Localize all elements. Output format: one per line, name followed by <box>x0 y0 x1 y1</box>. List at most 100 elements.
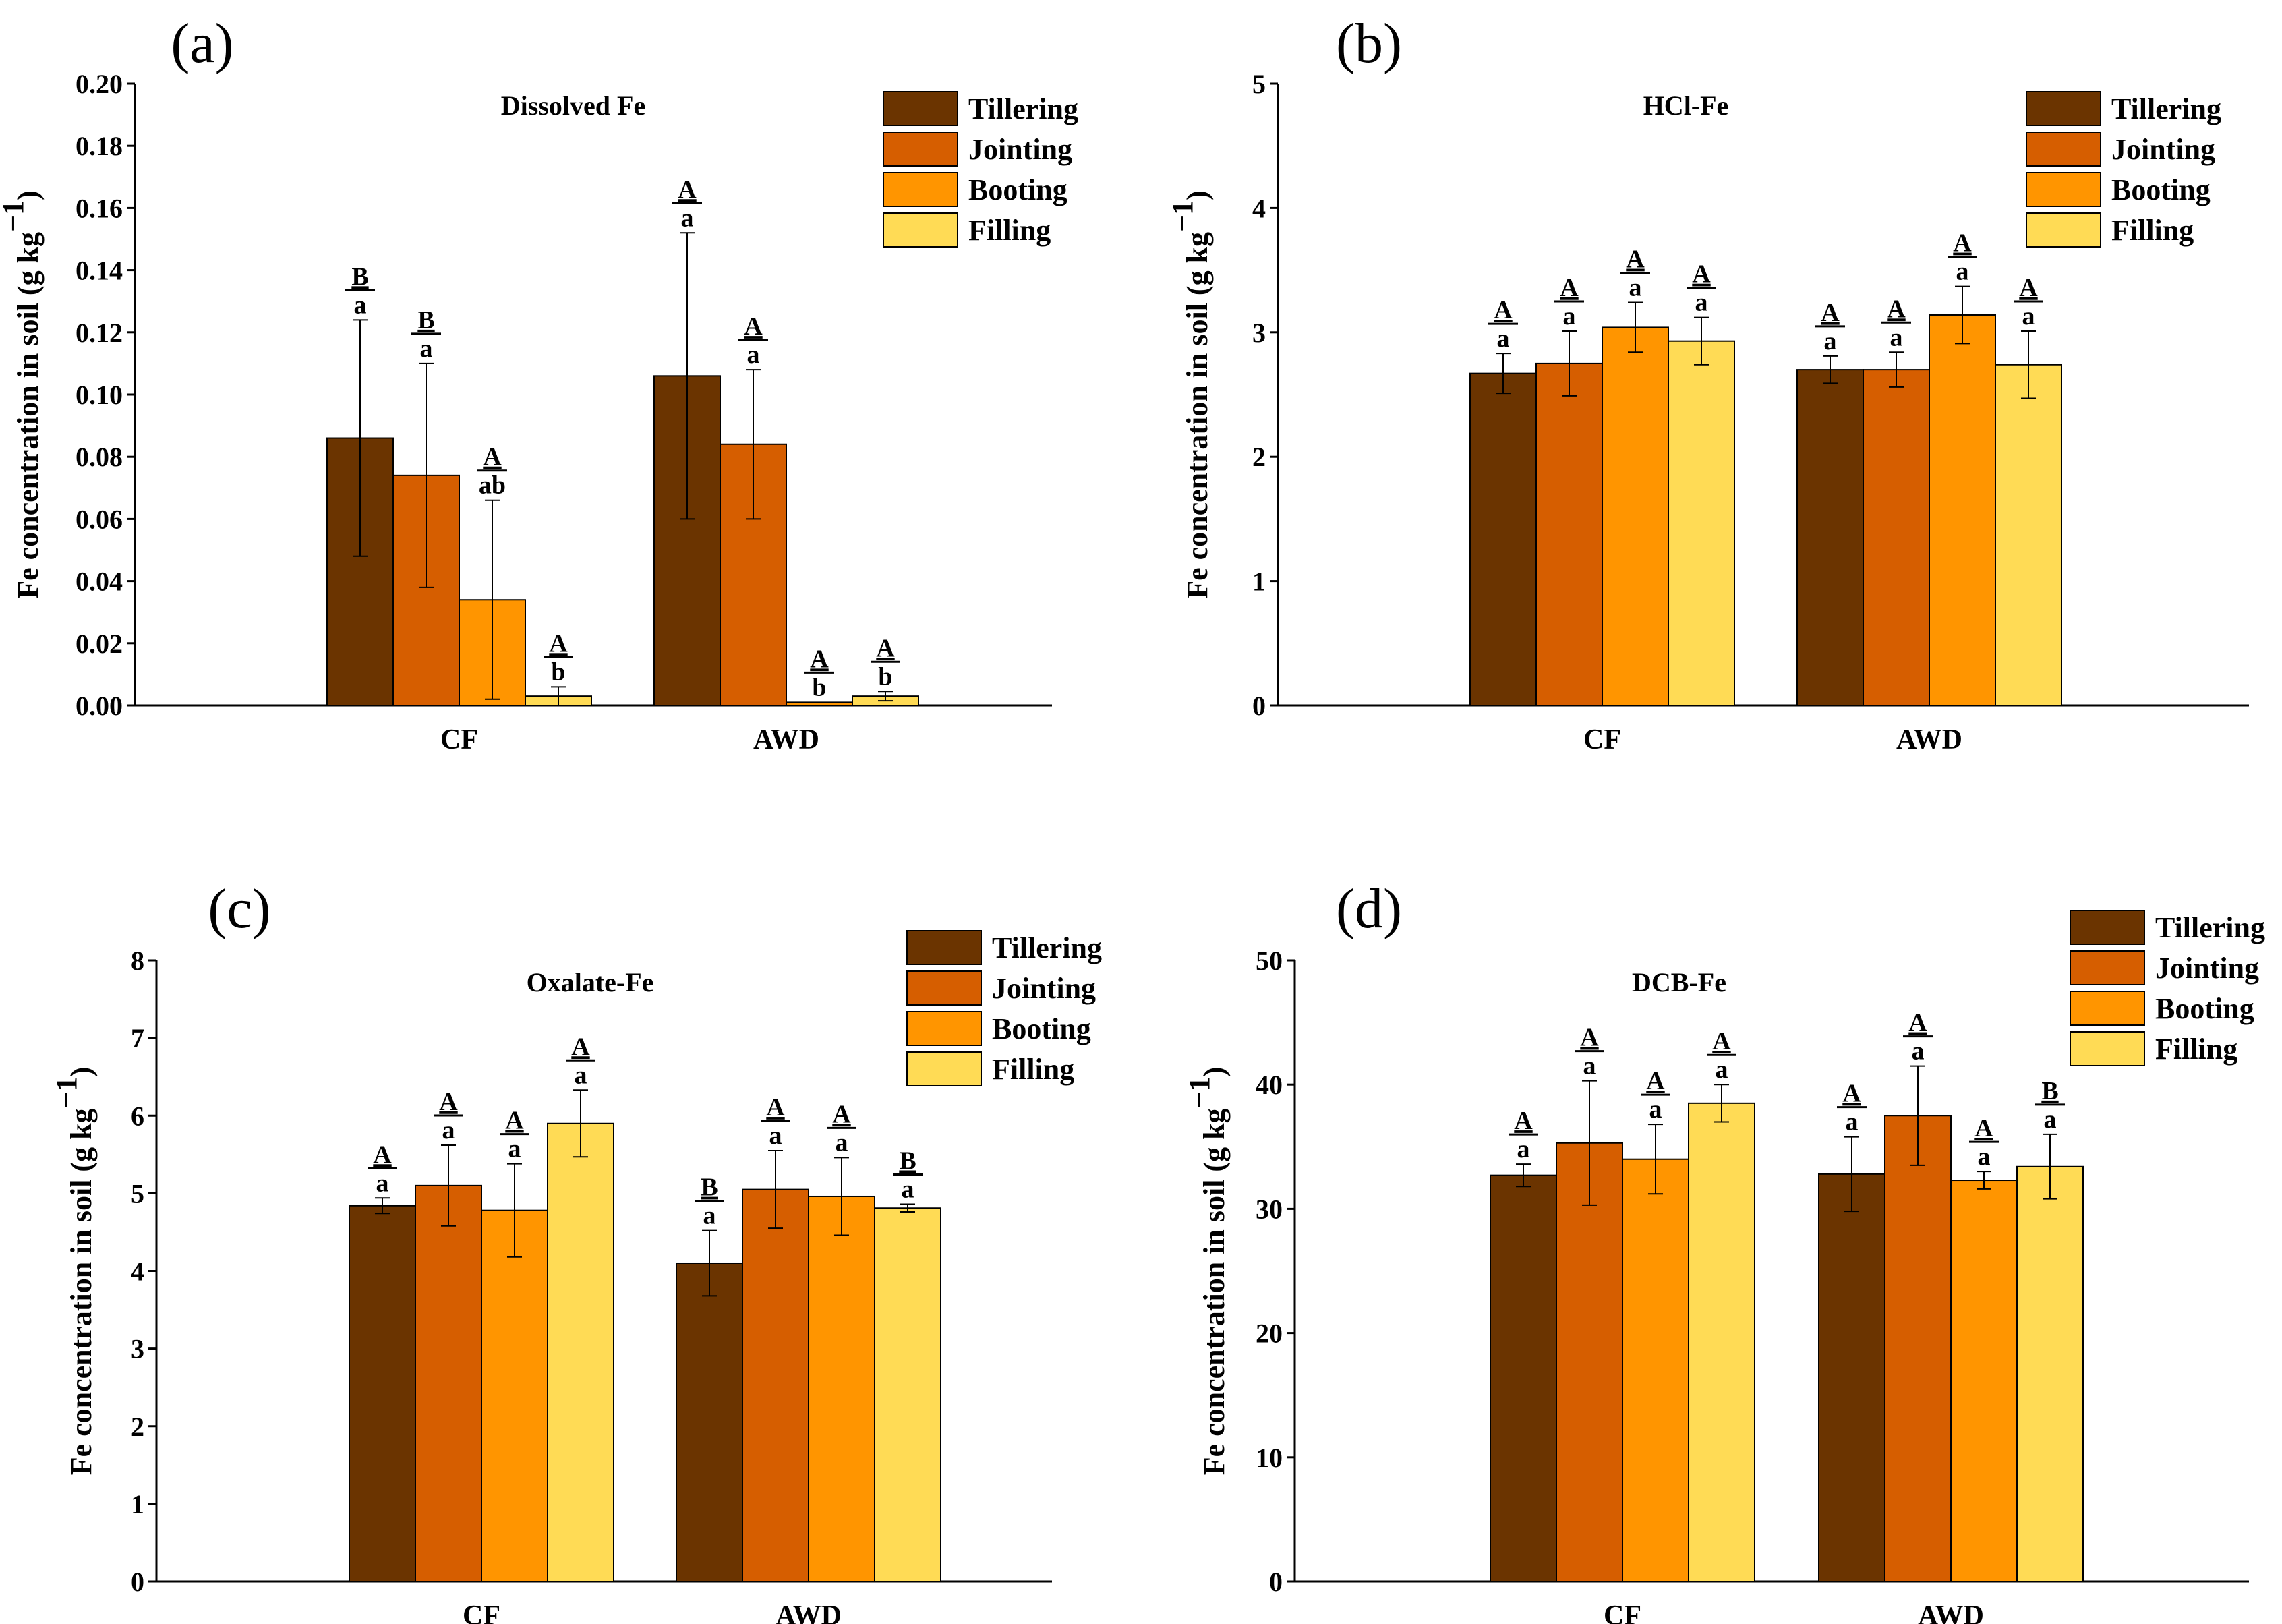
y-tick-label: 0.02 <box>76 629 123 659</box>
legend-swatch-jointing <box>883 132 958 167</box>
y-tick-label: 0.12 <box>76 318 123 348</box>
significance-lower: a <box>703 1202 716 1230</box>
bar-booting-cf <box>481 1209 548 1582</box>
y-axis-label-close: ) <box>1181 190 1214 200</box>
panel-label: (b) <box>1336 12 1402 75</box>
bar-jointing-cf <box>1556 1142 1623 1583</box>
legend-label-jointing: Jointing <box>992 972 1096 1005</box>
significance-upper: A <box>571 1033 590 1061</box>
significance-lower: a <box>1912 1037 1925 1066</box>
bar-booting-cf <box>1622 1158 1689 1582</box>
legend-label-booting: Booting <box>2155 992 2254 1025</box>
legend-label-jointing: Jointing <box>968 133 1072 166</box>
y-tick-label: 2 <box>131 1412 144 1442</box>
significance-upper: B <box>701 1173 718 1202</box>
bar-tillering-cf <box>349 1205 416 1583</box>
bar-jointing-awd <box>742 1188 809 1582</box>
significance-lower: a <box>1956 258 1969 286</box>
bar-filling-awd <box>874 1207 941 1582</box>
significance-upper: A <box>1712 1027 1731 1055</box>
y-tick-label: 30 <box>1256 1194 1283 1224</box>
significance-upper: A <box>810 645 829 673</box>
y-axis-label: Fe concentration in soil (g kg−1) <box>1166 190 1214 599</box>
bar-jointing-cf <box>1535 362 1603 707</box>
significance-lower: a <box>442 1116 455 1144</box>
y-axis-label-text: Fe concentration in soil (g kg <box>1181 232 1214 599</box>
legend-label-booting: Booting <box>2111 173 2211 206</box>
significance-upper: A <box>1560 274 1579 302</box>
legend-label-filling: Filling <box>2155 1033 2237 1066</box>
y-tick-label: 50 <box>1256 946 1283 976</box>
x-category-label: AWD <box>1918 1600 1984 1624</box>
y-tick-label: 0.16 <box>76 193 123 223</box>
y-axis-label-superscript: −1 <box>1166 200 1199 232</box>
y-tick-label: 10 <box>1256 1443 1283 1473</box>
significance-lower: a <box>1629 274 1642 302</box>
significance-lower: a <box>376 1169 389 1197</box>
legend-label-booting: Booting <box>992 1012 1091 1045</box>
y-axis-label-text: Fe concentration in soil (g kg <box>65 1108 98 1475</box>
significance-lower: a <box>1824 327 1837 355</box>
significance-lower: a <box>747 341 760 369</box>
significance-upper: A <box>1842 1080 1861 1108</box>
legend-label-filling: Filling <box>992 1053 1074 1086</box>
y-tick-label: 0.10 <box>76 380 123 410</box>
significance-upper: A <box>1887 295 1906 323</box>
significance-lower: a <box>1890 323 1903 351</box>
y-tick-label: 5 <box>131 1178 144 1209</box>
panel-label: (d) <box>1336 877 1402 940</box>
significance-lower: a <box>1695 289 1708 317</box>
significance-upper: B <box>899 1147 916 1175</box>
y-tick-label: 4 <box>131 1256 144 1287</box>
chart-panel-4: (d) DCB-Fe 0 10 20 30 40 50 Fe concentration in … <box>1183 877 2265 1624</box>
legend-label-tillering: Tillering <box>2111 92 2221 125</box>
y-tick-label: 8 <box>131 946 144 976</box>
bar-filling-awd <box>1995 364 2062 707</box>
significance-upper: A <box>2019 274 2038 302</box>
bar-booting-awd <box>1929 314 1996 706</box>
y-tick-label: 4 <box>1252 193 1266 223</box>
significance-upper: A <box>1514 1107 1533 1135</box>
y-tick-label: 0 <box>1269 1567 1283 1597</box>
y-tick-label: 0.08 <box>76 442 123 472</box>
bar-filling-cf <box>1668 340 1735 706</box>
y-axis-label-text: Fe concentration in soil (g kg <box>1198 1108 1231 1475</box>
y-tick-label: 1 <box>131 1489 144 1519</box>
bar-jointing-awd <box>1863 369 1930 706</box>
significance-upper: B <box>2041 1077 2058 1105</box>
significance-upper: A <box>1494 296 1513 324</box>
y-tick-label: 0 <box>1252 691 1266 721</box>
legend-label-filling: Filling <box>2111 214 2194 247</box>
y-axis-label: Fe concentration in soil (g kg−1) <box>0 190 45 599</box>
legend-swatch-tillering <box>906 930 982 965</box>
chart-title: DCB-Fe <box>1632 967 1726 997</box>
significance-upper: A <box>1626 245 1645 274</box>
significance-upper: A <box>832 1100 851 1128</box>
legend-label-tillering: Tillering <box>992 931 1102 964</box>
legend-swatch-booting <box>2070 991 2145 1026</box>
bar-tillering-awd <box>1796 369 1864 706</box>
significance-lower: a <box>681 204 694 232</box>
y-tick-label: 7 <box>131 1023 144 1053</box>
bar-tillering-awd <box>676 1262 743 1583</box>
y-tick-label: 1 <box>1252 567 1266 597</box>
significance-upper: A <box>439 1088 458 1116</box>
significance-upper: A <box>1580 1024 1599 1052</box>
legend-label-tillering: Tillering <box>2155 911 2265 944</box>
chart-title: HCl-Fe <box>1643 90 1729 121</box>
legend-swatch-jointing <box>2026 132 2101 167</box>
legend-swatch-tillering <box>2026 91 2101 126</box>
bar-filling-cf <box>1688 1102 1755 1582</box>
significance-lower: a <box>1563 302 1576 330</box>
legend-label-tillering: Tillering <box>968 92 1078 125</box>
significance-lower: b <box>551 658 565 686</box>
significance-lower: a <box>1846 1108 1859 1136</box>
significance-upper: A <box>1646 1067 1665 1095</box>
legend-swatch-filling <box>2070 1031 2145 1066</box>
significance-lower: a <box>836 1128 848 1157</box>
legend-swatch-booting <box>2026 172 2101 207</box>
significance-lower: b <box>812 673 826 701</box>
significance-lower: ab <box>479 471 506 500</box>
bar-jointing-cf <box>415 1184 482 1583</box>
